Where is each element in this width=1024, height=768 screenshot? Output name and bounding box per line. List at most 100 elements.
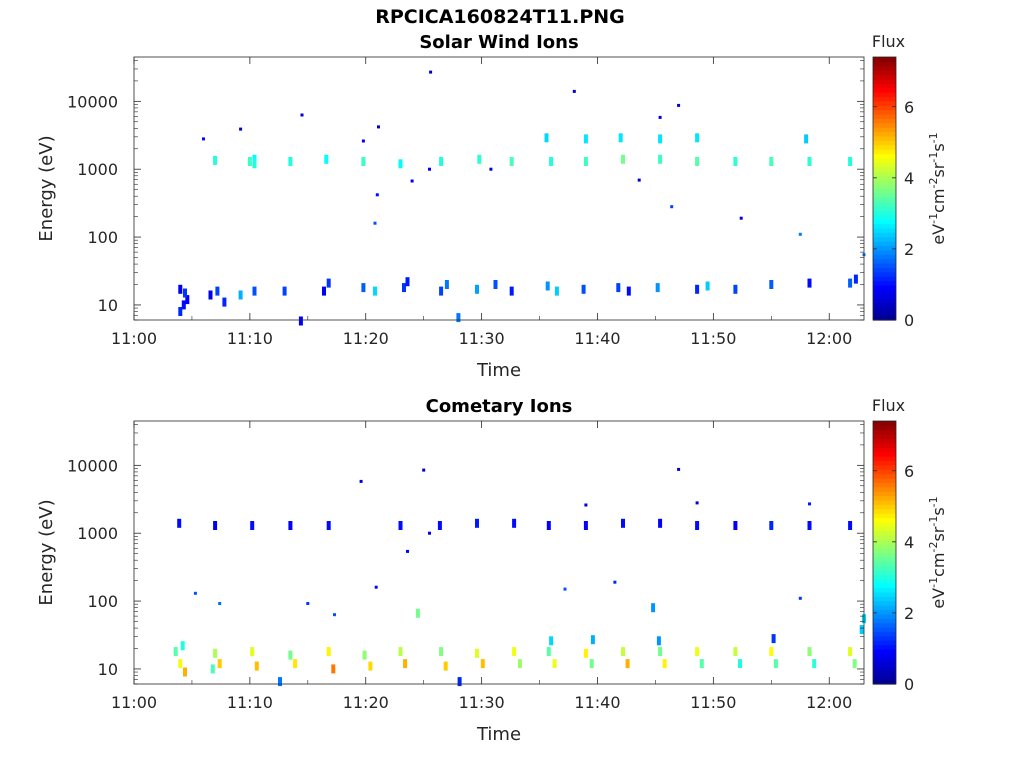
heatmap-cell: [583, 648, 588, 658]
heatmap-cell: [210, 664, 215, 674]
colorbar-segment: [873, 105, 896, 111]
heatmap-cell: [733, 157, 738, 166]
heatmap-cell: [475, 648, 479, 658]
y-tick-label: 1000: [77, 160, 118, 179]
heatmap-cell: [185, 295, 190, 305]
colorbar-title: Flux: [872, 32, 905, 51]
colorbar-segment: [873, 302, 896, 308]
colorbar-segment: [873, 100, 896, 106]
heatmap-cell: [853, 274, 858, 284]
x-tick-label: 11:50: [690, 329, 736, 348]
heatmap-cell: [733, 647, 738, 657]
heatmap-cell: [554, 286, 559, 296]
heatmap-cell: [173, 647, 178, 657]
heatmap-cell: [217, 659, 222, 669]
colorbar-segment: [873, 223, 896, 229]
colorbar-segment: [873, 315, 896, 321]
colorbar-segment: [873, 135, 896, 141]
heatmap-cell: [699, 659, 704, 669]
heatmap-cell: [769, 647, 774, 657]
colorbar-segment: [873, 153, 896, 159]
colorbar-segment: [873, 491, 896, 497]
colorbar-segment: [873, 421, 896, 426]
colorbar-segment: [873, 184, 896, 190]
heatmap-cell: [362, 650, 367, 660]
colorbar-segment: [873, 425, 896, 431]
heatmap-cell: [852, 659, 857, 669]
heatmap-cell: [208, 290, 213, 300]
x-tick-label: 11:30: [459, 693, 505, 712]
heatmap-cell: [373, 221, 377, 225]
heatmap-cell: [252, 286, 257, 296]
heatmap-cell: [306, 602, 310, 605]
heatmap-cell: [178, 307, 183, 316]
colorbar-segment: [873, 289, 896, 295]
colorbar-segment: [873, 236, 896, 242]
colorbar-segment: [873, 210, 896, 216]
colorbar-segment: [873, 118, 896, 124]
heatmap-cell: [808, 502, 811, 506]
colorbar-segment: [873, 276, 896, 282]
plot-area: [134, 421, 864, 684]
colorbar-tick-label: 6: [904, 98, 914, 117]
colorbar-segment: [873, 74, 896, 80]
colorbar-tick-label: 2: [904, 240, 914, 259]
heatmap-cell: [222, 297, 227, 307]
x-tick-label: 11:00: [111, 329, 157, 348]
x-tick-label: 11:10: [227, 329, 273, 348]
x-tick-label: 11:40: [574, 329, 620, 348]
colorbar-segment: [873, 442, 896, 448]
heatmap-cell: [625, 659, 630, 669]
heatmap-cell: [733, 521, 738, 530]
colorbar-unit-label: eV-1cm-2sr-1s-1: [927, 496, 948, 608]
y-axis-label: Energy (eV): [36, 135, 57, 241]
heatmap-cell: [658, 154, 663, 164]
y-tick-label: 100: [87, 228, 118, 247]
heatmap-cell: [439, 157, 444, 166]
heatmap-cell: [437, 521, 442, 530]
x-tick-label: 12:00: [806, 329, 852, 348]
heatmap-cell: [695, 133, 700, 143]
heatmap-cell: [254, 661, 259, 671]
heatmap-cell: [848, 157, 853, 166]
heatmap-cell: [807, 278, 812, 288]
colorbar-segment: [873, 96, 896, 102]
heatmap-cell: [581, 284, 586, 294]
heatmap-cell: [572, 89, 576, 93]
colorbar-segment: [873, 644, 896, 650]
colorbar-segment: [873, 122, 896, 128]
colorbar-tick-label: 4: [904, 169, 914, 188]
y-tick-label: 10: [98, 660, 118, 679]
heatmap-cell: [812, 659, 817, 669]
colorbar-segment: [873, 640, 896, 646]
heatmap-cell: [377, 125, 380, 129]
heatmap-cell: [613, 580, 617, 584]
heatmap-cell: [738, 659, 742, 669]
heatmap-cell: [439, 647, 444, 657]
heatmap-cell: [475, 284, 479, 294]
colorbar-segment: [873, 622, 896, 628]
heatmap-cell: [621, 647, 625, 657]
x-tick-label: 11:20: [343, 329, 389, 348]
heatmap-cell: [250, 521, 255, 530]
colorbar-segment: [873, 499, 896, 505]
heatmap-cell: [549, 157, 554, 166]
heatmap-cell: [662, 659, 667, 669]
heatmap-cell: [293, 659, 298, 669]
heatmap-cell: [398, 159, 403, 169]
heatmap-cell: [589, 659, 594, 669]
panel-title: Cometary Ions: [426, 396, 573, 417]
colorbar-segment: [873, 574, 896, 580]
colorbar-unit-label: eV-1cm-2sr-1s-1: [927, 132, 948, 244]
colorbar-segment: [873, 534, 896, 540]
heatmap-cell: [509, 286, 514, 296]
heatmap-cell: [658, 115, 662, 119]
colorbar-segment: [873, 188, 896, 194]
colorbar-segment: [873, 456, 896, 462]
colorbar-segment: [873, 57, 896, 62]
colorbar-segment: [873, 149, 896, 155]
heatmap-cell: [247, 157, 252, 166]
heatmap-cell: [769, 157, 774, 166]
heatmap-cell: [181, 300, 186, 310]
colorbar-segment: [873, 618, 896, 624]
